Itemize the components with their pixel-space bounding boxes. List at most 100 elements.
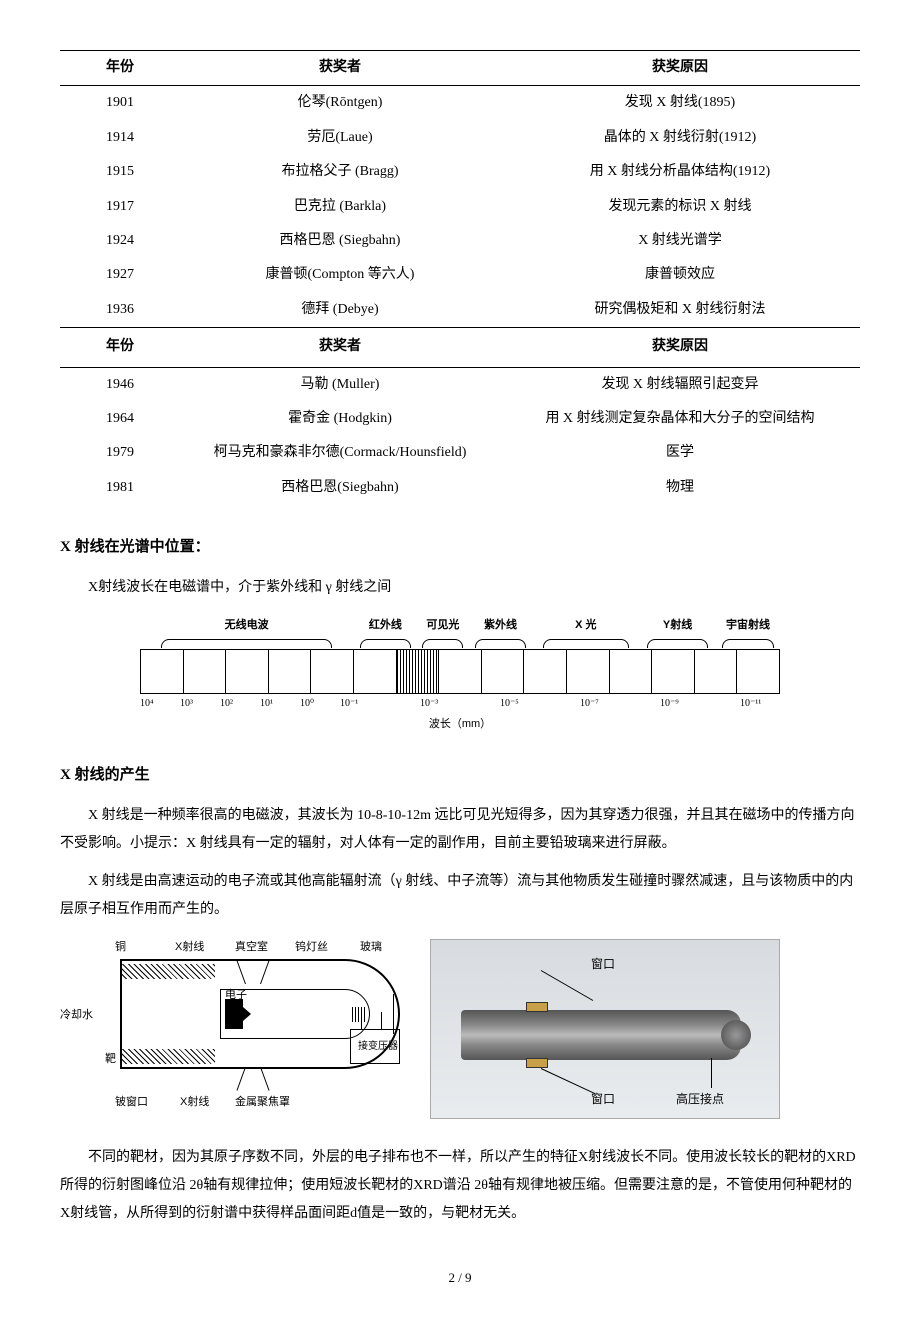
tick-label: 10² — [220, 696, 260, 712]
tick-label: 10⁰ — [300, 696, 340, 712]
table-row: 1981西格巴恩(Siegbahn)物理 — [60, 471, 860, 505]
generation-p1: X 射线是一种频率很高的电磁波，其波长为 10-8-10-12m 远比可见光短得… — [60, 802, 860, 858]
cell-reason: 物理 — [500, 471, 860, 505]
position-text: X射线波长在电磁谱中，介于紫外线和 γ 射线之间 — [60, 574, 860, 602]
cell-reason: 用 X 射线测定复杂晶体和大分子的空间结构 — [500, 402, 860, 436]
xray-tube-figures: 铜 X射线 真空室 钨灯丝 玻璃 冷却水 电子 接变压器 靶 铍窗口 X射线 金… — [60, 939, 860, 1119]
table-row: 1917巴克拉 (Barkla)发现元素的标识 X 射线 — [60, 190, 860, 224]
cell-winner: 巴克拉 (Barkla) — [180, 190, 500, 224]
band-gamma: Y射线 — [639, 617, 716, 635]
tick-label — [700, 696, 740, 712]
lbl-cooling: 冷却水 — [60, 1007, 93, 1025]
spectrum-axis-label: 波长（mm） — [140, 716, 780, 734]
lbl-be-window: 铍窗口 — [115, 1094, 148, 1112]
band-uv: 紫外线 — [469, 617, 533, 635]
band-visible: 可见光 — [417, 617, 468, 635]
cell-winner: 西格巴恩(Siegbahn) — [180, 471, 500, 505]
header-winner: 获奖者 — [180, 51, 500, 86]
lbl-electron: 电子 — [225, 987, 247, 1005]
table-row: 1964霍奇金 (Hodgkin)用 X 射线测定复杂晶体和大分子的空间结构 — [60, 402, 860, 436]
lbl-anode: 铜 — [115, 939, 126, 957]
band-radio: 无线电波 — [140, 617, 353, 635]
cell-reason: 晶体的 X 射线衍射(1912) — [500, 121, 860, 155]
lbl-vacuum: 真空室 — [235, 939, 268, 957]
tick-label: 10⁻¹ — [340, 696, 380, 712]
tick-label: 10⁴ — [140, 696, 180, 712]
cell-reason: 研究偶极矩和 X 射线衍射法 — [500, 293, 860, 328]
page-number: 2 / 9 — [60, 1268, 860, 1289]
xray-tube-schematic: 铜 X射线 真空室 钨灯丝 玻璃 冷却水 电子 接变压器 靶 铍窗口 X射线 金… — [60, 939, 410, 1119]
visible-light-band — [397, 650, 440, 693]
cell-reason: 发现 X 射线(1895) — [500, 86, 860, 121]
band-cosmic: 宇宙射线 — [716, 617, 780, 635]
tick-label: 10⁻⁹ — [660, 696, 700, 712]
nobel-prize-table: 年份 获奖者 获奖原因 1901伦琴(Rōntgen)发现 X 射线(1895)… — [60, 50, 860, 505]
photo-lbl-window-top: 窗口 — [591, 955, 615, 974]
table-body-1: 1901伦琴(Rōntgen)发现 X 射线(1895)1914劳厄(Laue)… — [60, 86, 860, 328]
cell-year: 1927 — [60, 258, 180, 292]
lbl-focus: 金属聚焦罩 — [235, 1094, 290, 1112]
table-mid-header: 年份 获奖者 获奖原因 — [60, 328, 860, 367]
generation-p3: 不同的靶材，因为其原子序数不同，外层的电子排布也不一样，所以产生的特征X射线波长… — [60, 1144, 860, 1228]
tick-label — [540, 696, 580, 712]
spectrum-arcs — [140, 637, 780, 649]
table-row: 1901伦琴(Rōntgen)发现 X 射线(1895) — [60, 86, 860, 121]
section-xray-position-title: X 射线在光谱中位置： — [60, 535, 860, 559]
tick-label: 10⁻⁵ — [500, 696, 540, 712]
cell-year: 1964 — [60, 402, 180, 436]
lbl-target: 靶 — [105, 1051, 116, 1069]
cell-winner: 柯马克和豪森非尔德(Cormack/Hounsfield) — [180, 436, 500, 470]
lbl-xray-bottom: X射线 — [180, 1094, 209, 1112]
cell-winner: 马勒 (Muller) — [180, 367, 500, 402]
cell-reason: 用 X 射线分析晶体结构(1912) — [500, 155, 860, 189]
tick-label — [380, 696, 420, 712]
table-row: 1914劳厄(Laue)晶体的 X 射线衍射(1912) — [60, 121, 860, 155]
spectrum-bar — [140, 649, 780, 694]
cell-winner: 德拜 (Debye) — [180, 293, 500, 328]
cell-year: 1924 — [60, 224, 180, 258]
cell-winner: 西格巴恩 (Siegbahn) — [180, 224, 500, 258]
em-spectrum-diagram: 无线电波 红外线 可见光 紫外线 X 光 Y射线 宇宙射线 10⁴10³10² 1… — [140, 617, 780, 733]
cell-reason: 医学 — [500, 436, 860, 470]
cell-year: 1946 — [60, 367, 180, 402]
lbl-glass: 玻璃 — [360, 939, 382, 957]
spectrum-band-labels: 无线电波 红外线 可见光 紫外线 X 光 Y射线 宇宙射线 — [140, 617, 780, 635]
cell-reason: 康普顿效应 — [500, 258, 860, 292]
cell-year: 1936 — [60, 293, 180, 328]
mid-header-winner: 获奖者 — [180, 328, 500, 367]
tick-label: 10⁻⁷ — [580, 696, 620, 712]
table-row: 1924西格巴恩 (Siegbahn)X 射线光谱学 — [60, 224, 860, 258]
table-row: 1915布拉格父子 (Bragg)用 X 射线分析晶体结构(1912) — [60, 155, 860, 189]
mid-header-year: 年份 — [60, 328, 180, 367]
tick-label — [620, 696, 660, 712]
tick-label: 10³ — [180, 696, 220, 712]
table-body-2: 1946马勒 (Muller)发现 X 射线辐照引起变异1964霍奇金 (Hod… — [60, 367, 860, 505]
cell-reason: 发现 X 射线辐照引起变异 — [500, 367, 860, 402]
header-year: 年份 — [60, 51, 180, 86]
section-xray-generation-title: X 射线的产生 — [60, 763, 860, 787]
cell-winner: 康普顿(Compton 等六人) — [180, 258, 500, 292]
cell-reason: 发现元素的标识 X 射线 — [500, 190, 860, 224]
mid-header-reason: 获奖原因 — [500, 328, 860, 367]
cell-year: 1917 — [60, 190, 180, 224]
cell-year: 1901 — [60, 86, 180, 121]
band-ir: 红外线 — [353, 617, 417, 635]
cell-year: 1914 — [60, 121, 180, 155]
cell-year: 1981 — [60, 471, 180, 505]
lbl-filament: 钨灯丝 — [295, 939, 328, 957]
header-reason: 获奖原因 — [500, 51, 860, 86]
tick-label — [460, 696, 500, 712]
table-row: 1979柯马克和豪森非尔德(Cormack/Hounsfield)医学 — [60, 436, 860, 470]
band-xray: X 光 — [533, 617, 640, 635]
cell-winner: 布拉格父子 (Bragg) — [180, 155, 500, 189]
xray-tube-photo: 窗口 窗口 高压接点 — [430, 939, 780, 1119]
cell-reason: X 射线光谱学 — [500, 224, 860, 258]
table-row: 1927康普顿(Compton 等六人)康普顿效应 — [60, 258, 860, 292]
cell-winner: 伦琴(Rōntgen) — [180, 86, 500, 121]
table-row: 1946马勒 (Muller)发现 X 射线辐照引起变异 — [60, 367, 860, 402]
tick-label: 10⁻³ — [420, 696, 460, 712]
lbl-transformer: 接变压器 — [358, 1039, 398, 1055]
generation-p2: X 射线是由高速运动的电子流或其他高能辐射流（γ 射线、中子流等）流与其他物质发… — [60, 868, 860, 924]
table-row: 1936德拜 (Debye)研究偶极矩和 X 射线衍射法 — [60, 293, 860, 328]
cell-winner: 霍奇金 (Hodgkin) — [180, 402, 500, 436]
